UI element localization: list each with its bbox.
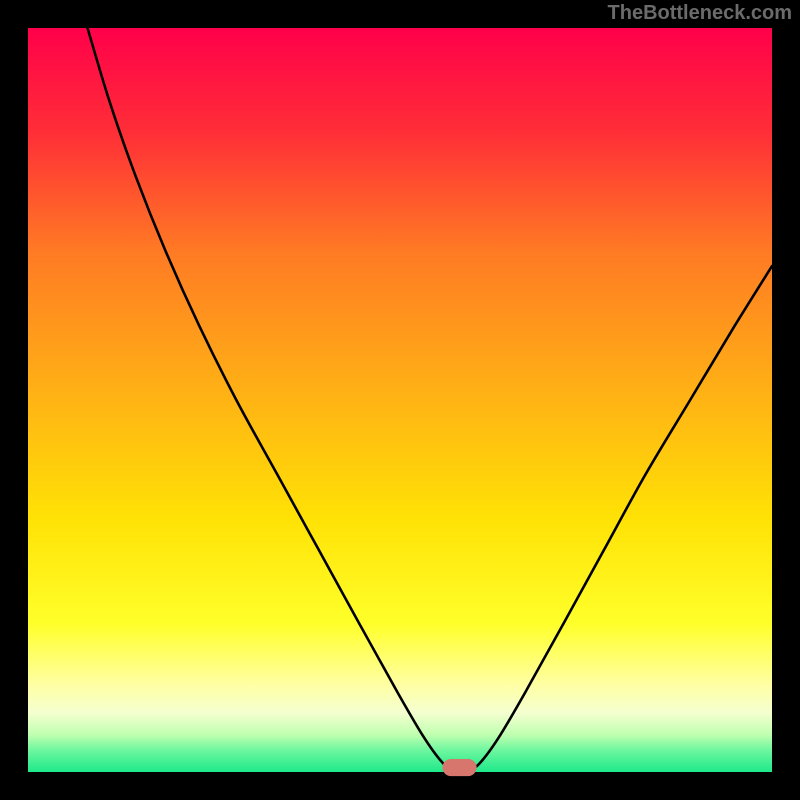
chart-container: TheBottleneck.com xyxy=(0,0,800,800)
plot-background xyxy=(28,28,772,772)
optimal-marker xyxy=(442,759,476,776)
watermark-text: TheBottleneck.com xyxy=(608,2,792,25)
bottleneck-chart xyxy=(0,0,800,800)
